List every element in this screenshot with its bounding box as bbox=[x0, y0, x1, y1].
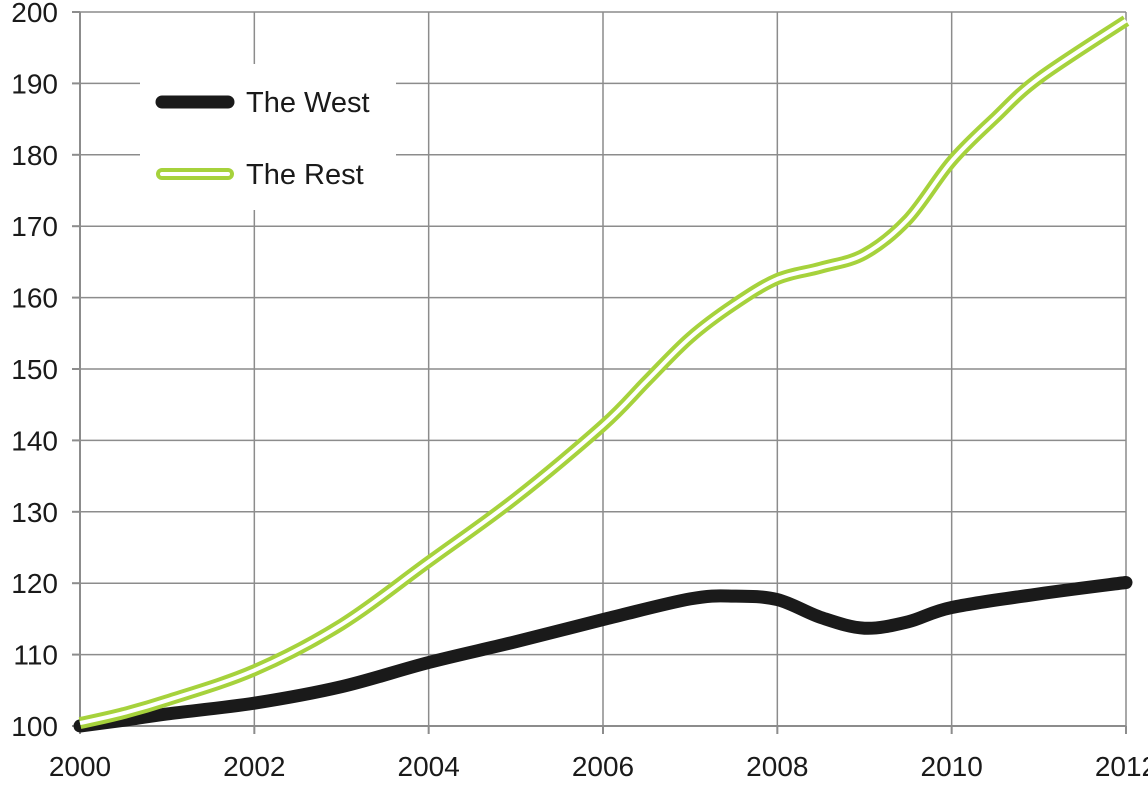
y-tick-label-130: 130 bbox=[11, 497, 58, 528]
legend-label-the-rest: The Rest bbox=[246, 159, 364, 191]
y-tick-label-100: 100 bbox=[11, 711, 58, 742]
y-tick-label-150: 150 bbox=[11, 354, 58, 385]
y-tick-label-110: 110 bbox=[13, 640, 58, 671]
y-tick-label-140: 140 bbox=[11, 425, 58, 456]
y-tick-label-200: 200 bbox=[11, 0, 58, 28]
series-line-the-rest-inner bbox=[79, 18, 1128, 726]
x-tick-label-2012: 2012 bbox=[1095, 751, 1148, 782]
legend: The West The Rest bbox=[140, 64, 396, 210]
x-tick-label-2008: 2008 bbox=[746, 751, 808, 782]
y-tick-label-190: 190 bbox=[11, 68, 58, 99]
x-tick-label-2006: 2006 bbox=[572, 751, 634, 782]
y-tick-label-120: 120 bbox=[11, 568, 58, 599]
x-tick-label-2002: 2002 bbox=[223, 751, 285, 782]
y-tick-label-170: 170 bbox=[11, 211, 58, 242]
legend-label-the-west: The West bbox=[246, 87, 370, 119]
y-tick-label-180: 180 bbox=[11, 140, 58, 171]
axes bbox=[72, 11, 1127, 734]
x-tick-label-2010: 2010 bbox=[921, 751, 983, 782]
legend-item-the-west: The West bbox=[155, 87, 370, 119]
x-tick-label-2004: 2004 bbox=[398, 751, 460, 782]
series-lines bbox=[73, 15, 1133, 733]
y-tick-label-160: 160 bbox=[11, 283, 58, 314]
series-line-the-west bbox=[73, 576, 1133, 733]
x-tick-label-2000: 2000 bbox=[49, 751, 111, 782]
legend-background bbox=[140, 64, 396, 210]
tick-labels: 100 110 120 130 140 150 160 170 180 190 200 2000 200… bbox=[11, 0, 1148, 782]
legend-item-the-rest: The Rest bbox=[156, 159, 364, 191]
